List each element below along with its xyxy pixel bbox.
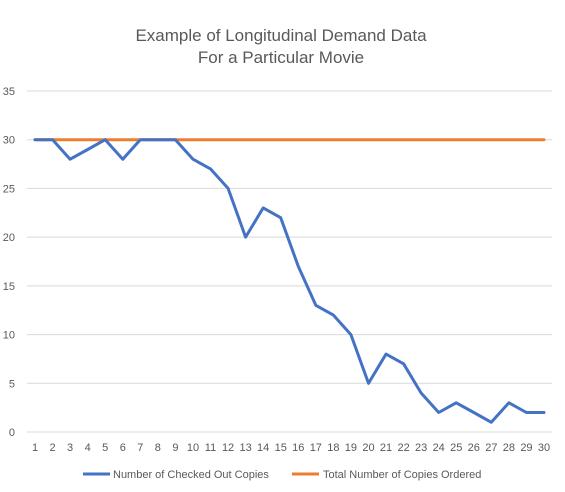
y-axis-tick-labels: 0 5 10 15 20 25 30 35 xyxy=(3,86,15,439)
legend-label: Total Number of Copies Ordered xyxy=(323,469,481,481)
x-tick-label: 9 xyxy=(172,442,178,454)
x-tick-label: 4 xyxy=(85,442,91,454)
x-tick-label: 7 xyxy=(137,442,143,454)
x-tick-label: 2 xyxy=(49,442,55,454)
y-tick-label: 10 xyxy=(3,330,15,342)
x-tick-label: 20 xyxy=(362,442,374,454)
x-tick-label: 16 xyxy=(292,442,304,454)
legend: Number of Checked Out Copies Total Number… xyxy=(83,469,481,481)
y-tick-label: 0 xyxy=(9,427,15,439)
chart-title-line-2: For a Particular Movie xyxy=(198,48,364,67)
x-tick-label: 8 xyxy=(155,442,161,454)
x-tick-label: 25 xyxy=(450,442,462,454)
x-tick-label: 1 xyxy=(32,442,38,454)
x-tick-label: 17 xyxy=(310,442,322,454)
x-tick-label: 28 xyxy=(503,442,515,454)
x-tick-label: 6 xyxy=(120,442,126,454)
y-tick-label: 20 xyxy=(3,232,15,244)
y-tick-label: 15 xyxy=(3,281,15,293)
x-tick-label: 18 xyxy=(327,442,339,454)
x-tick-label: 21 xyxy=(380,442,392,454)
x-tick-label: 10 xyxy=(187,442,199,454)
x-tick-label: 24 xyxy=(433,442,445,454)
y-tick-label: 35 xyxy=(3,86,15,98)
x-tick-label: 12 xyxy=(222,442,234,454)
series-line-checked-out xyxy=(33,138,546,424)
x-tick-label: 11 xyxy=(205,442,216,454)
x-tick-label: 23 xyxy=(415,442,427,454)
x-tick-label: 14 xyxy=(257,442,269,454)
x-tick-label: 13 xyxy=(239,442,251,454)
x-tick-label: 26 xyxy=(468,442,480,454)
x-tick-label: 27 xyxy=(485,442,497,454)
x-tick-label: 29 xyxy=(520,442,532,454)
chart-title-line-1: Example of Longitudinal Demand Data xyxy=(135,26,427,45)
x-tick-label: 5 xyxy=(102,442,108,454)
legend-label: Number of Checked Out Copies xyxy=(113,469,269,481)
x-axis-tick-labels: 1 2 3 4 5 6 7 8 9 10 11 12 13 14 15 16 17 18 19 20 21 22 23 24 2… xyxy=(32,442,550,454)
x-tick-label: 30 xyxy=(538,442,550,454)
series-lines xyxy=(33,138,546,424)
x-tick-label: 22 xyxy=(397,442,409,454)
chart-title: Example of Longitudinal Demand Data For … xyxy=(135,26,427,67)
y-tick-label: 5 xyxy=(9,378,15,390)
y-tick-label: 30 xyxy=(3,135,15,147)
x-tick-label: 19 xyxy=(345,442,357,454)
x-tick-label: 3 xyxy=(67,442,73,454)
x-tick-label: 15 xyxy=(275,442,287,454)
y-tick-label: 25 xyxy=(3,183,15,195)
